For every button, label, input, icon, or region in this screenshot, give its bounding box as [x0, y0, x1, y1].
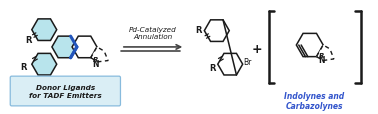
Polygon shape — [218, 54, 243, 75]
Text: R: R — [25, 36, 31, 45]
Text: Br: Br — [244, 57, 252, 66]
Polygon shape — [32, 54, 57, 75]
Text: R: R — [319, 53, 324, 59]
Polygon shape — [316, 46, 334, 61]
Text: R: R — [195, 26, 201, 35]
Polygon shape — [296, 34, 323, 57]
Text: N: N — [318, 55, 325, 64]
Polygon shape — [204, 21, 229, 42]
Text: R: R — [93, 56, 99, 62]
Text: R: R — [20, 62, 27, 71]
Text: R: R — [209, 63, 216, 72]
Text: Donor Ligands
for TADF Emitters: Donor Ligands for TADF Emitters — [29, 84, 102, 98]
Text: +: + — [252, 43, 262, 56]
Polygon shape — [32, 20, 57, 41]
Text: Indolynes and
Carbazolynes: Indolynes and Carbazolynes — [284, 91, 345, 110]
Polygon shape — [91, 48, 108, 62]
Text: Pd-Catalyzed
Annulation: Pd-Catalyzed Annulation — [129, 27, 177, 40]
Polygon shape — [52, 37, 77, 58]
FancyBboxPatch shape — [10, 76, 121, 106]
Text: N: N — [93, 60, 99, 69]
Polygon shape — [72, 37, 97, 58]
